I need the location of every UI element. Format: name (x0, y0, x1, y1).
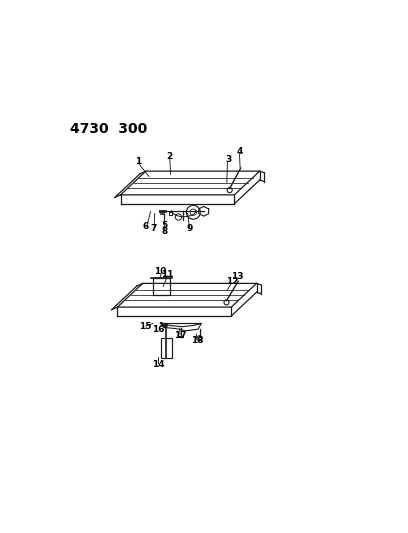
Bar (161, 338, 172, 358)
Text: 8: 8 (161, 227, 167, 236)
Text: 12: 12 (226, 277, 238, 286)
Text: 17: 17 (174, 331, 186, 340)
Bar (169, 212, 172, 215)
Text: 6: 6 (143, 222, 149, 231)
Text: 15: 15 (139, 322, 151, 331)
Text: 9: 9 (187, 223, 193, 232)
Text: 16: 16 (152, 325, 164, 334)
Text: 10: 10 (154, 267, 166, 276)
Text: 4: 4 (236, 147, 243, 156)
Bar (153, 278, 171, 295)
Text: 18: 18 (191, 336, 203, 345)
Text: 5: 5 (162, 221, 168, 230)
Text: 13: 13 (231, 272, 244, 280)
Text: 1: 1 (135, 157, 141, 166)
Text: 11: 11 (161, 270, 174, 279)
Text: 3: 3 (225, 155, 231, 164)
Text: 14: 14 (151, 360, 164, 369)
Text: 4730  300: 4730 300 (70, 122, 147, 136)
Text: 2: 2 (166, 152, 173, 161)
Text: 7: 7 (151, 224, 157, 233)
